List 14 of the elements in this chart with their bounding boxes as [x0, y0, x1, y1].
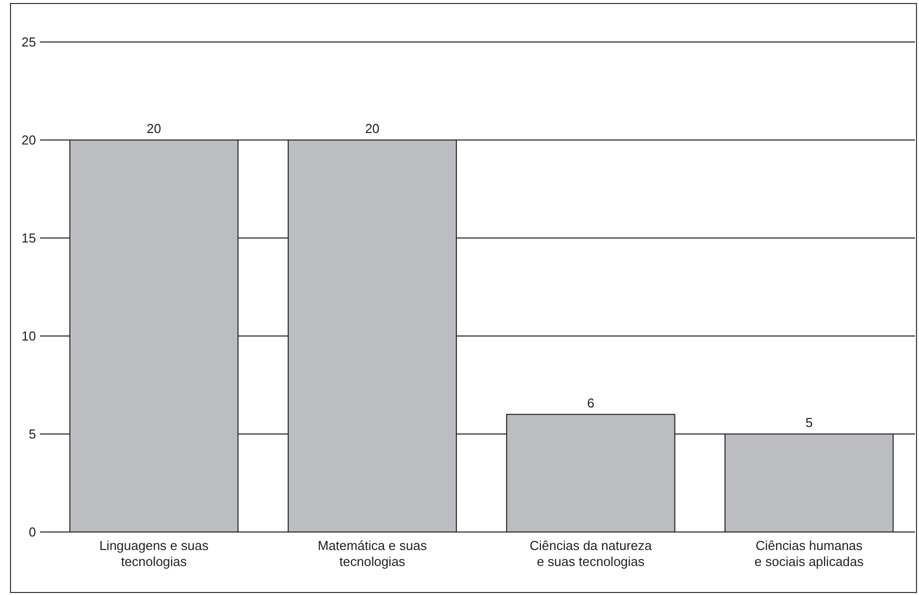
data-label: 5 — [805, 415, 813, 430]
y-tick-label: 5 — [28, 426, 36, 442]
x-tick-label: Matemática e suas tecnologias — [318, 538, 428, 569]
x-tick-label: Ciências humanas e sociais aplicadas — [754, 538, 864, 569]
x-tick-label: Linguagens e suas tecnologias — [99, 538, 209, 569]
y-tick-label: 20 — [22, 132, 36, 148]
x-tick-label: Ciências da natureza e suas tecnologias — [530, 538, 653, 569]
y-tick-label: 0 — [28, 524, 36, 540]
data-label: 6 — [587, 395, 594, 410]
data-label: 20 — [365, 121, 380, 136]
y-tick-label: 15 — [22, 230, 36, 246]
data-label: 20 — [146, 121, 162, 136]
y-tick-label: 10 — [22, 328, 36, 344]
y-tick-label: 25 — [22, 34, 36, 50]
